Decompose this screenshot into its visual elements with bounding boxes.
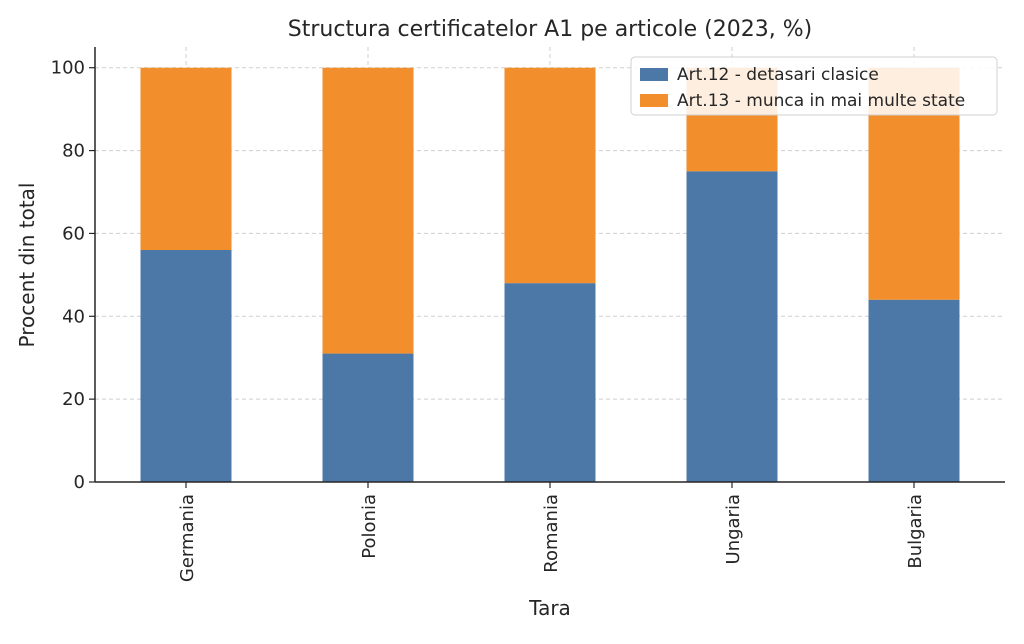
bar-bulgaria-series-1 [868,299,960,482]
y-tick-label: 0 [74,472,85,493]
bar-germania-series-2 [140,67,232,250]
y-tick-label: 40 [62,306,85,327]
bar-ungaria-series-1 [686,171,778,483]
bar-romania-series-1 [504,283,596,482]
x-tick-label-germania: Germania [177,494,198,582]
y-tick-label: 80 [62,141,85,162]
legend-label-2: Art.13 - munca in mai multe state [677,91,965,111]
x-tick-label-polonia: Polonia [359,494,380,559]
y-axis-label: Procent din total [15,183,39,348]
legend: Art.12 - detasari clasice Art.13 - munca … [630,56,998,116]
chart-title: Structura certificatelor A1 pe articole … [288,17,812,42]
legend-swatch-2 [640,94,668,107]
legend-box [630,56,998,116]
bar-germania-series-1 [140,250,232,482]
bar-romania-series-2 [504,67,596,284]
x-ticks: Germania Polonia Romania Ungaria Bulgaria [177,482,926,582]
y-tick-label: 60 [62,223,85,244]
x-tick-label-romania: Romania [541,494,562,573]
x-tick-label-ungaria: Ungaria [723,494,744,564]
bar-polonia-series-2 [322,67,414,354]
bars-group [140,67,960,483]
y-ticks: 0 20 40 60 80 100 [51,58,95,493]
legend-swatch-1 [640,68,668,81]
y-tick-label: 20 [62,389,85,410]
y-tick-label: 100 [51,58,85,79]
x-tick-label-bulgaria: Bulgaria [905,494,926,569]
legend-label-1: Art.12 - detasari clasice [677,65,879,85]
x-axis-label: Tara [528,596,571,620]
bar-polonia-series-1 [322,353,414,482]
